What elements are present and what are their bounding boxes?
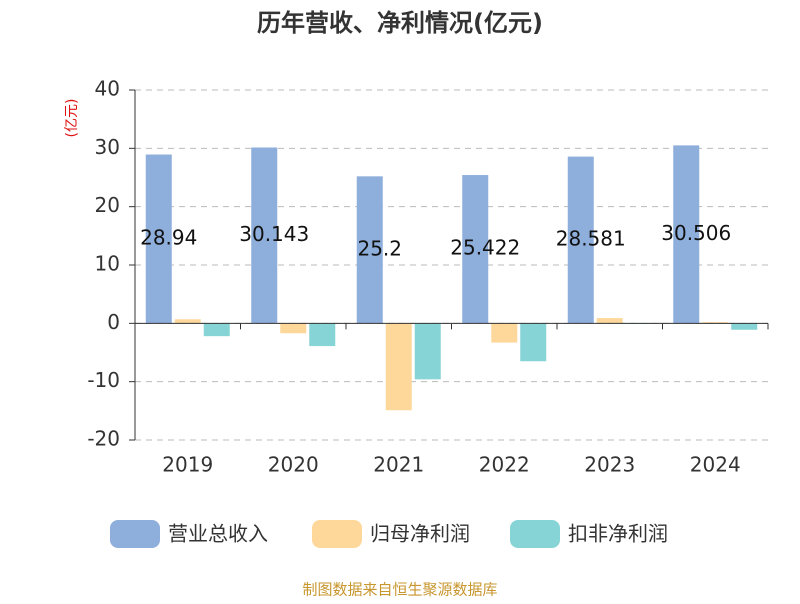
data-label: 30.143 xyxy=(239,222,309,246)
legend-label: 营业总收入 xyxy=(168,522,268,546)
bar xyxy=(385,323,412,411)
data-label: 28.94 xyxy=(140,225,197,249)
data-label: 28.581 xyxy=(556,226,626,250)
source-note: 制图数据来自恒生聚源数据库 xyxy=(302,581,497,599)
bar xyxy=(673,145,700,324)
bar xyxy=(596,318,623,324)
y-tick-label: 0 xyxy=(107,310,120,334)
bar xyxy=(731,323,758,330)
x-tick-label: 2023 xyxy=(584,453,635,477)
legend-swatch xyxy=(312,520,362,548)
bar xyxy=(251,147,278,324)
y-tick-label: 20 xyxy=(95,193,120,217)
data-label: 30.506 xyxy=(661,221,731,245)
chart-title: 历年营收、净利情况(亿元) xyxy=(257,9,543,37)
legend-label: 扣非净利润 xyxy=(568,522,668,546)
y-tick-label: 30 xyxy=(95,135,120,159)
bar xyxy=(520,323,547,362)
bar xyxy=(462,175,489,324)
y-tick-label: 40 xyxy=(95,77,120,101)
bar xyxy=(309,323,336,347)
x-tick-label: 2020 xyxy=(268,453,319,477)
bar xyxy=(174,319,201,324)
bar xyxy=(702,322,729,324)
legend-swatch xyxy=(510,520,560,548)
bar xyxy=(145,154,172,324)
y-tick-label: -10 xyxy=(87,368,120,392)
x-tick-label: 2022 xyxy=(479,453,530,477)
data-label: 25.2 xyxy=(357,236,402,260)
x-tick-label: 2024 xyxy=(690,453,741,477)
y-axis-label: (亿元) xyxy=(64,99,80,138)
legend-label: 归母净利润 xyxy=(370,522,470,546)
bar xyxy=(203,323,230,337)
x-tick-label: 2019 xyxy=(162,453,213,477)
bar xyxy=(280,323,307,334)
legend-swatch xyxy=(110,520,160,548)
bar xyxy=(356,176,383,324)
data-label: 25.422 xyxy=(450,236,520,260)
bar xyxy=(491,323,518,343)
bar xyxy=(567,156,594,324)
y-tick-label: 10 xyxy=(95,252,120,276)
x-tick-label: 2021 xyxy=(373,453,424,477)
y-tick-label: -20 xyxy=(87,427,120,451)
bar xyxy=(414,323,441,380)
